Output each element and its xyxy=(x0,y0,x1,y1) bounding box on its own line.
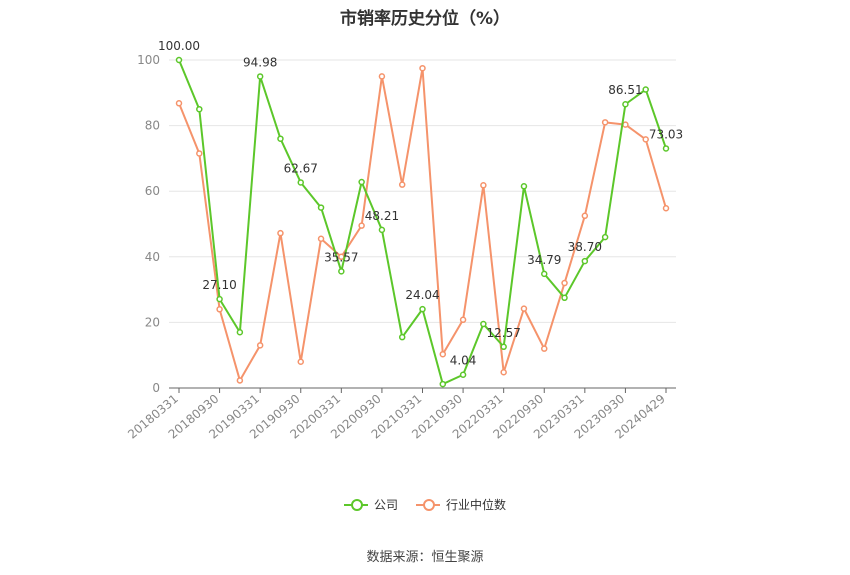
y-tick-label: 60 xyxy=(145,184,160,198)
data-point xyxy=(236,328,244,336)
y-tick-label: 80 xyxy=(145,119,160,133)
data-label: 12.57 xyxy=(486,326,520,340)
data-label: 24.04 xyxy=(405,288,439,302)
data-point xyxy=(459,371,467,378)
legend-label-industry-median: 行业中位数 xyxy=(446,498,507,512)
data-point xyxy=(277,229,284,237)
data-point xyxy=(541,270,548,278)
data-point xyxy=(642,86,649,93)
legend-item-company[interactable]: 公司 xyxy=(343,496,398,513)
data-label: 94.98 xyxy=(243,55,277,69)
data-point xyxy=(480,320,487,328)
data-point xyxy=(601,119,609,126)
data-point xyxy=(297,179,304,186)
data-point xyxy=(398,333,406,341)
data-source-note: 数据来源：恒生聚源 xyxy=(366,550,484,565)
legend-line-industry-icon xyxy=(416,498,440,511)
data-point xyxy=(419,305,426,313)
data-point xyxy=(256,73,264,80)
data-point xyxy=(459,316,467,324)
data-point xyxy=(541,345,548,352)
data-point xyxy=(317,235,325,243)
data-point xyxy=(622,121,629,128)
data-point xyxy=(317,204,325,211)
data-label: 100.00 xyxy=(158,39,200,53)
data-point xyxy=(216,295,223,303)
data-point xyxy=(561,279,568,287)
data-point xyxy=(581,257,589,265)
data-label: 86.51 xyxy=(608,83,642,97)
data-label: 48.21 xyxy=(365,209,399,223)
data-point xyxy=(236,377,244,384)
data-point xyxy=(338,268,345,275)
data-point xyxy=(175,56,183,64)
data-point xyxy=(358,222,365,229)
data-point xyxy=(500,343,507,351)
data-point xyxy=(378,226,386,234)
data-label: 34.79 xyxy=(527,253,561,267)
data-point xyxy=(439,380,447,388)
data-point xyxy=(439,350,447,358)
data-point xyxy=(622,100,629,108)
y-tick-label: 40 xyxy=(145,250,160,264)
data-point xyxy=(378,73,386,80)
data-point xyxy=(662,145,670,152)
y-tick-label: 0 xyxy=(152,381,160,395)
data-point xyxy=(581,212,589,220)
data-point xyxy=(216,306,223,313)
data-point xyxy=(419,64,426,72)
data-point xyxy=(601,233,609,241)
data-point xyxy=(398,181,406,188)
chart-legend: 公司 行业中位数 xyxy=(0,496,850,513)
data-label: 73.03 xyxy=(649,127,683,141)
legend-label-company: 公司 xyxy=(373,498,398,512)
data-point xyxy=(520,305,528,312)
data-label: 62.67 xyxy=(284,161,318,175)
data-point xyxy=(256,342,264,349)
data-point xyxy=(196,150,203,157)
series-line xyxy=(178,67,667,382)
data-point xyxy=(358,178,365,186)
y-tick-label: 100 xyxy=(137,53,160,67)
chart-title: 市销率历史分位（%） xyxy=(339,9,511,29)
series-line xyxy=(178,59,667,386)
data-point xyxy=(520,183,528,190)
data-point xyxy=(561,294,568,302)
data-label: 4.04 xyxy=(450,354,477,368)
data-point xyxy=(277,135,284,142)
data-point xyxy=(196,105,203,113)
legend-line-company-icon xyxy=(343,498,368,511)
y-tick-label: 20 xyxy=(145,315,160,329)
data-point xyxy=(175,100,183,107)
data-point xyxy=(642,136,649,143)
data-point xyxy=(662,205,670,212)
data-point xyxy=(297,358,304,366)
data-point xyxy=(500,369,507,376)
data-label: 27.10 xyxy=(202,278,236,292)
legend-item-industry-median[interactable]: 行业中位数 xyxy=(416,496,506,513)
data-label: 35.57 xyxy=(324,250,358,264)
data-point xyxy=(480,182,487,189)
data-label: 38.70 xyxy=(568,240,602,254)
